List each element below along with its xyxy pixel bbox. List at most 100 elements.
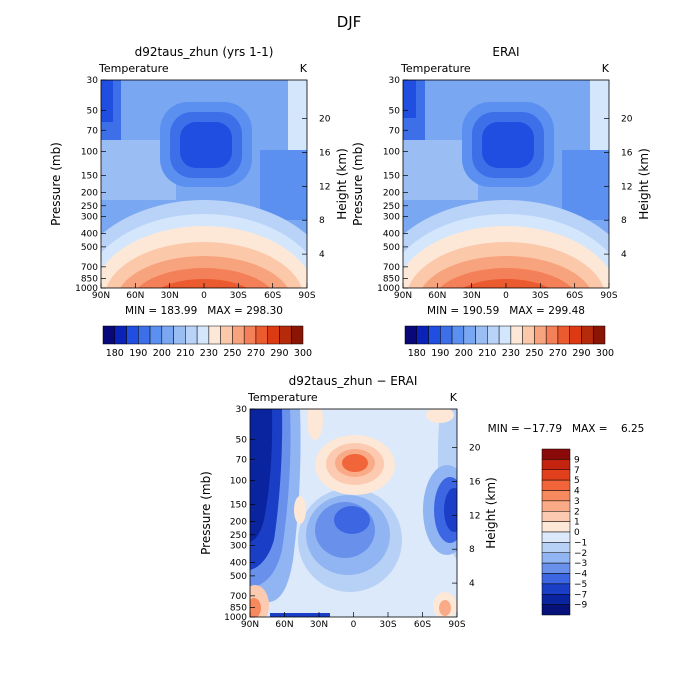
x-tick-label: 60S <box>264 291 281 301</box>
y-tick-label: 200 <box>230 518 247 528</box>
x-tick-label: 30S <box>532 291 549 301</box>
colorbar-swatch <box>541 490 571 502</box>
y-tick-label: 100 <box>81 147 98 157</box>
y-tick-label: 30 <box>236 405 248 415</box>
y-tick-label: 50 <box>389 106 401 116</box>
x-tick-label: 60S <box>414 620 431 630</box>
colorbar-label: 9 <box>574 455 580 465</box>
y-tick-label: 250 <box>81 202 98 212</box>
y-tick-label: 500 <box>383 243 400 253</box>
y-tick-label: 1000 <box>75 284 98 294</box>
y-right-tick-label: 16 <box>621 148 633 158</box>
colorbar-swatch <box>541 531 571 543</box>
y-tick-label: 300 <box>230 542 247 552</box>
colorbar-swatch <box>126 325 139 345</box>
colorbar-swatch <box>541 562 571 574</box>
colorbar-label: 0 <box>574 528 580 538</box>
colorbar-swatch <box>451 325 465 345</box>
y-tick-label: 50 <box>236 435 248 445</box>
colorbar-label: 190 <box>431 348 449 359</box>
colorbar-label: −3 <box>574 559 587 569</box>
y-right-tick-label: 20 <box>469 444 481 454</box>
y-tick-label: 400 <box>383 230 400 240</box>
y-right-tick-label: 8 <box>469 545 475 555</box>
x-tick-label: 90N <box>92 291 110 301</box>
colorbar-swatch <box>541 552 571 564</box>
colorbar-label: −2 <box>574 549 587 559</box>
x-tick-label: 30N <box>463 291 481 301</box>
colorbar-swatch <box>534 325 547 345</box>
y-tick-label: 70 <box>236 455 248 465</box>
x-tick-label: 60N <box>275 620 293 630</box>
min-max-stats: MIN = −17.79 MAX = 6.25 <box>488 423 645 435</box>
panel-subtitle-left: Temperature <box>247 391 318 404</box>
colorbar-label: 290 <box>572 348 590 359</box>
colorbar-swatch <box>114 325 127 345</box>
y-axis-label: Pressure (mb) <box>351 142 365 226</box>
colorbar-swatch <box>592 325 606 345</box>
y-tick-label: 250 <box>230 531 247 541</box>
colorbar-swatch <box>541 583 571 595</box>
y-tick-label: 150 <box>383 171 400 181</box>
colorbar-label: 200 <box>153 348 171 359</box>
colorbar-swatch <box>267 325 280 345</box>
colorbar-swatch <box>541 500 571 512</box>
x-ticks: 90N 60N 30N 0 30S 60S 90S <box>92 283 316 301</box>
colorbar-label: 200 <box>455 348 473 359</box>
y-tick-label: 700 <box>383 263 400 273</box>
colorbar-swatch <box>487 325 500 345</box>
y-right-tick-label: 4 <box>469 579 475 589</box>
colorbar-swatch <box>255 325 268 345</box>
x-tick-label: 90S <box>448 620 465 630</box>
y-ticks-right: 20 16 12 8 4 <box>452 444 481 589</box>
y-tick-label: 250 <box>383 202 400 212</box>
y-tick-label: 400 <box>230 559 247 569</box>
y-axis-label: Pressure (mb) <box>49 142 63 226</box>
y-right-tick-label: 12 <box>621 182 632 192</box>
x-tick-label: 30N <box>310 620 328 630</box>
colorbar-label: 250 <box>223 348 241 359</box>
x-tick-label: 60N <box>428 291 446 301</box>
x-tick-label: 90N <box>394 291 412 301</box>
y-axis-label-right: Height (km) <box>484 477 498 548</box>
colorbar-label: 230 <box>502 348 520 359</box>
colorbar-swatch <box>463 325 476 345</box>
x-tick-label: 90S <box>298 291 315 301</box>
colorbar-label: 270 <box>549 348 567 359</box>
y-right-tick-label: 4 <box>621 250 627 260</box>
colorbar-label: 7 <box>574 466 580 476</box>
y-axis-label-right: Height (km) <box>637 148 651 219</box>
panel-title: ERAI <box>492 45 519 59</box>
colorbar-swatch <box>279 325 292 345</box>
colorbar-swatch <box>440 325 453 345</box>
y-tick-label: 100 <box>230 476 247 486</box>
y-tick-label: 500 <box>81 243 98 253</box>
colorbar-label: 180 <box>106 348 124 359</box>
y-tick-label: 400 <box>81 230 98 240</box>
y-tick-label: 100 <box>383 147 400 157</box>
y-right-tick-label: 16 <box>469 477 481 487</box>
panel-subtitle-right: K <box>602 62 610 75</box>
colorbar-swatch <box>138 325 151 345</box>
x-tick-label: 90S <box>600 291 617 301</box>
panel-subtitle-left: Temperature <box>400 62 471 75</box>
colorbar-swatch <box>541 542 571 553</box>
y-tick-label: 500 <box>230 572 247 582</box>
colorbar-label: 300 <box>596 348 614 359</box>
colorbar-label: 2 <box>574 507 580 517</box>
colorbar-swatch <box>541 448 571 460</box>
colorbar-label: 290 <box>270 348 288 359</box>
y-tick-label: 70 <box>389 126 401 136</box>
panel-subtitle-left: Temperature <box>98 62 169 75</box>
panel-erai: ERAI Temperature K 305070100150200250300… <box>351 45 651 359</box>
y-tick-label: 700 <box>81 263 98 273</box>
y-tick-label: 200 <box>81 189 98 199</box>
y-tick-label: 150 <box>81 171 98 181</box>
x-tick-label: 0 <box>503 291 509 301</box>
y-ticks-right: 20 16 12 8 4 <box>302 115 331 260</box>
y-right-tick-label: 8 <box>621 216 627 226</box>
colorbar-swatch <box>428 325 441 345</box>
